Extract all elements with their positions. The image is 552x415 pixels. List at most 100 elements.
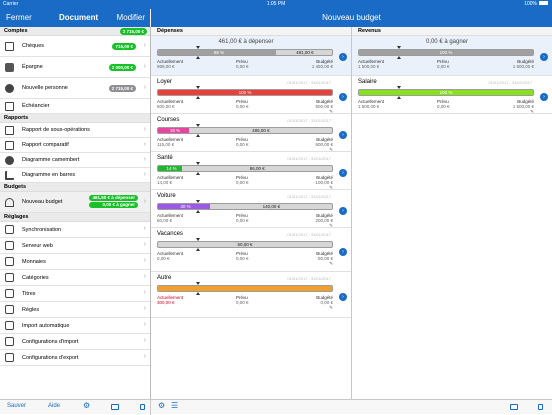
to-spend-badge: 461,50 € à dépenser (89, 195, 138, 201)
detail-arrow-icon[interactable]: › (339, 293, 347, 301)
save-button[interactable]: Sauver (7, 403, 27, 409)
budget-progress-bar: 18 % 485,00 € (157, 127, 333, 134)
chevron-right-icon: › (143, 63, 146, 70)
actual-value: 0,00 € (157, 256, 170, 261)
actuellement-label: Actuellement 969,00 € (157, 59, 184, 69)
settings-item[interactable]: Monnaies › (0, 254, 150, 270)
budget-category[interactable]: Vacances 01/01/2017 - 31/01/2017 50,00 € Ac… (151, 228, 351, 272)
item-label: Monnaies (22, 259, 46, 265)
actual-value: 1 500,00 € (358, 64, 380, 69)
detail-arrow-icon[interactable]: › (339, 53, 347, 61)
account-epargne[interactable]: Épargne 2 000,00 € › (0, 57, 150, 78)
lock-icon[interactable] (538, 404, 543, 410)
lock-icon[interactable] (140, 404, 145, 410)
settings-item[interactable]: Catégories › (0, 270, 150, 286)
settings-item[interactable]: Titres › (0, 286, 150, 302)
budget-progress-bar: 68 % 481,00 € (157, 49, 333, 56)
close-button[interactable]: Fermer (6, 13, 32, 22)
settings-item[interactable]: Configurations d'export › (0, 350, 150, 366)
detail-arrow-icon[interactable]: › (339, 207, 347, 215)
period-label: 01/01/2017 - 31/01/2017 (488, 80, 532, 85)
pencil-icon[interactable]: ✎ (329, 305, 333, 310)
revenus-total[interactable]: 0,00 € à gagner 100 % Actuellement 1 500,00… (352, 36, 552, 76)
list-icon[interactable]: ☰ (171, 401, 179, 410)
print-icon[interactable] (111, 404, 119, 410)
detail-arrow-icon[interactable]: › (339, 131, 347, 139)
budgete-value: 0,00 € (320, 300, 333, 305)
report-camembert[interactable]: Diagramme camembert › (0, 153, 150, 168)
account-nouvelle-personne[interactable]: Nouvelle personne 2 715,00 € › (0, 78, 150, 99)
item-label: Rapport comparatif (22, 142, 69, 148)
category-name: Santé (157, 155, 173, 161)
remaining-label: 50,00 € (237, 242, 253, 247)
actuellement-label: Actuellement 115,00 € (157, 137, 184, 147)
item-label: Configurations d'export (22, 355, 79, 361)
checkbook-icon (5, 42, 14, 51)
item-label: Serveur web (22, 243, 53, 249)
budget-main: Dépenses Revenus 461,00 € à dépenser 68 %… (151, 27, 552, 399)
pencil-icon[interactable]: ✎ (329, 109, 333, 114)
budgete-label: Budgété 1 450,00 € (311, 59, 333, 69)
pencil-icon[interactable]: ✎ (329, 147, 333, 152)
budgete-value: 1 500,00 € (512, 104, 534, 109)
period-label: 01/01/2017 - 31/01/2017 (287, 276, 331, 281)
budgete-label: Budgété 0,00 € ✎ (316, 295, 333, 310)
prevu-value: 0,00 € (437, 104, 450, 109)
gear-icon[interactable]: ⚙ (83, 401, 91, 410)
settings-item[interactable]: Serveur web › (0, 238, 150, 254)
depenses-header: Dépenses (151, 27, 351, 36)
budgete-label: Budgété 500,00 € ✎ (315, 99, 333, 114)
settings-item[interactable]: Configurations d'import › (0, 334, 150, 350)
budget-category[interactable]: Salaire 01/01/2017 - 31/01/2017 100 % Actue… (352, 76, 552, 114)
prevu-label: Prévu 0,00 € (236, 175, 249, 185)
document-icon (5, 289, 14, 298)
chevron-right-icon: › (143, 141, 146, 148)
percent-label: 100 % (238, 90, 252, 95)
report-barres[interactable]: Diagramme en barres › (0, 168, 150, 183)
settings-item[interactable]: Import automatique › (0, 318, 150, 334)
detail-arrow-icon[interactable]: › (339, 93, 347, 101)
detail-arrow-icon[interactable]: › (540, 53, 548, 61)
budget-category[interactable]: Loyer 01/01/2017 - 31/01/2017 100 % Actuell… (151, 76, 351, 114)
budgete-label: Budgété 1 500,00 € (512, 59, 534, 69)
chevron-right-icon: › (143, 273, 146, 280)
pencil-icon[interactable]: ✎ (530, 109, 534, 114)
section-rapports: Rapports (0, 114, 150, 123)
budget-nouveau[interactable]: Nouveau budget 461,50 € à dépenser 0,00 … (0, 192, 150, 213)
report-sous-operations[interactable]: Rapport de sous-opérations › (0, 123, 150, 138)
report-comparatif[interactable]: Rapport comparatif › (0, 138, 150, 153)
period-marker (196, 56, 200, 59)
item-label: Rapport de sous-opérations (22, 127, 90, 133)
prevu-value: 0,00 € (437, 64, 450, 69)
chevron-right-icon: › (143, 289, 146, 296)
progress-fill (359, 50, 533, 55)
chevron-right-icon: › (143, 171, 146, 178)
pencil-icon[interactable]: ✎ (329, 223, 333, 228)
budget-progress-bar: 100 % (358, 89, 534, 96)
item-label: Import automatique (22, 323, 70, 329)
settings-item[interactable]: Synchronisation › (0, 222, 150, 238)
depenses-total[interactable]: 461,00 € à dépenser 68 % 481,00 € Actuellem… (151, 36, 351, 76)
account-cheques[interactable]: Chèques 715,00 € › (0, 36, 150, 57)
pencil-icon[interactable]: ✎ (329, 261, 333, 266)
period-marker (196, 238, 200, 241)
budget-category[interactable]: Voiture 01/01/2017 - 31/01/2017 30 % 140,00… (151, 190, 351, 228)
edit-button[interactable]: Modifier (116, 13, 145, 22)
revenus-header: Revenus (352, 27, 552, 36)
period-label: 01/01/2017 - 31/01/2017 (287, 194, 331, 199)
percent-label: 18 % (169, 128, 181, 133)
detail-arrow-icon[interactable]: › (540, 93, 548, 101)
budget-category[interactable]: Courses 01/01/2017 - 31/01/2017 18 % 485,00… (151, 114, 351, 152)
print-icon[interactable] (510, 404, 518, 410)
chevron-right-icon: › (143, 257, 146, 264)
detail-arrow-icon[interactable]: › (339, 169, 347, 177)
settings-icon[interactable]: ⚙ (158, 401, 166, 410)
budget-category[interactable]: Autre 01/01/2017 - 31/01/2017 Actuellement… (151, 272, 351, 318)
pencil-icon[interactable]: ✎ (329, 185, 333, 190)
help-button[interactable]: Aide (48, 403, 61, 409)
budget-progress-bar: 50,00 € (157, 241, 333, 248)
detail-arrow-icon[interactable]: › (339, 248, 347, 256)
settings-item[interactable]: Règles › (0, 302, 150, 318)
budget-category[interactable]: Santé 01/01/2017 - 31/01/2017 14 % 86,00 € A… (151, 152, 351, 190)
echeancier-item[interactable]: Échéancier (0, 99, 150, 114)
